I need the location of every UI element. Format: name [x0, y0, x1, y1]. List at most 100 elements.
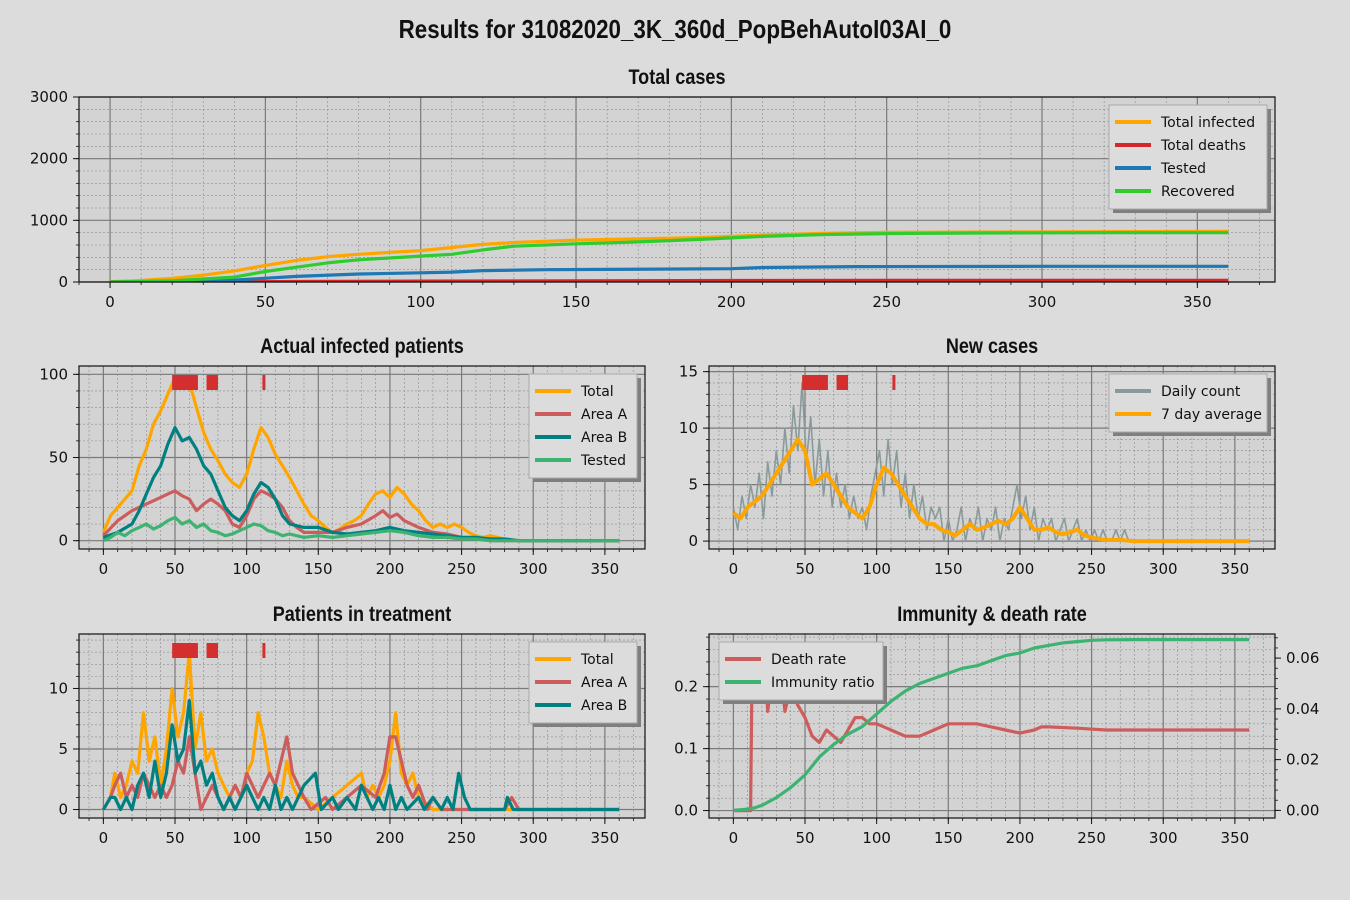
- total-cases-chart: Total cases 0 50 100 150 200 250 300 350 0 1000 200…: [30, 66, 1276, 311]
- legend-label: Tested: [580, 453, 626, 469]
- intervention-marker: [172, 643, 198, 658]
- x-tick-label: 100: [406, 293, 435, 311]
- x-tick-label: 150: [562, 293, 591, 311]
- y-right-tick-label: 0.04: [1286, 700, 1319, 718]
- legend-label: Daily count: [1161, 384, 1241, 400]
- x-tick-label: 150: [304, 560, 333, 578]
- y-right-tick-label: 0.00: [1286, 801, 1319, 819]
- y-tick-label: 10: [49, 679, 68, 697]
- x-tick-label: 200: [1006, 560, 1035, 578]
- x-tick-label: 50: [165, 560, 184, 578]
- legend-label: Area A: [581, 675, 628, 691]
- new-cases-chart: New cases 0 50 100 150 200 250 300 350 0 5 10 15 Dail…: [679, 335, 1276, 578]
- plot-area: [79, 97, 1275, 282]
- legend-label: 7 day average: [1161, 407, 1262, 423]
- x-tick-label: 200: [376, 560, 405, 578]
- y-tick-label: 5: [58, 740, 68, 758]
- intervention-marker: [836, 375, 848, 390]
- x-tick-label: 350: [1221, 560, 1250, 578]
- chart-title: Actual infected patients: [260, 335, 464, 359]
- x-tick-label: 100: [862, 829, 891, 847]
- y-tick-label: 3000: [30, 88, 68, 106]
- legend-label: Immunity ratio: [771, 675, 875, 691]
- x-tick-label: 50: [795, 829, 814, 847]
- plot-frame: [708, 365, 1276, 550]
- series-line-total: [102, 650, 620, 812]
- legend-box: [1108, 373, 1268, 433]
- legend-label: Total infected: [1160, 115, 1255, 131]
- x-tick-label: 50: [165, 829, 184, 847]
- y-tick-label: 0: [58, 801, 68, 819]
- legend: Total Area A Area B: [528, 641, 641, 727]
- legend-label: Death rate: [771, 652, 846, 668]
- series-group: [102, 650, 620, 812]
- legend-label: Area A: [581, 407, 628, 423]
- x-tick-label: 100: [232, 829, 261, 847]
- plot-frame: [78, 96, 1276, 283]
- x-tick-label: 300: [1149, 829, 1178, 847]
- series-line-area-b: [102, 699, 620, 812]
- y-tick-label: 0: [688, 532, 698, 550]
- x-tick-label: 150: [934, 829, 963, 847]
- y-tick-label: 0.1: [674, 740, 698, 758]
- legend: Total infected Total deaths Tested Recovere…: [1108, 104, 1271, 213]
- x-tick-label: 0: [105, 293, 115, 311]
- series-line-daily-count: [732, 382, 1250, 542]
- y-right-tick-label: 0.06: [1286, 649, 1319, 667]
- x-tick-label: 300: [519, 560, 548, 578]
- intervention-marker: [892, 375, 896, 390]
- intervention-marker: [172, 375, 198, 390]
- x-tick-label: 0: [99, 829, 109, 847]
- x-tick-label: 150: [934, 560, 963, 578]
- legend-label: Area B: [581, 430, 627, 446]
- x-tick-label: 250: [447, 829, 476, 847]
- x-tick-label: 0: [99, 560, 109, 578]
- plot-frame: [708, 633, 1276, 819]
- x-tick-label: 300: [1028, 293, 1057, 311]
- legend-label: Tested: [1160, 161, 1206, 177]
- legend-label: Total: [580, 384, 614, 400]
- x-tick-label: 50: [795, 560, 814, 578]
- series-group: [732, 382, 1250, 544]
- x-tick-label: 100: [232, 560, 261, 578]
- x-tick-label: 350: [1183, 293, 1212, 311]
- series-line-area-b: [102, 426, 620, 543]
- x-tick-label: 350: [1221, 829, 1250, 847]
- intervention-marker: [262, 375, 266, 390]
- immunity-death-rate-chart: Immunity & death rate 0 50 100 150 200 250 300 3…: [674, 603, 1319, 847]
- chart-title: New cases: [946, 335, 1038, 359]
- x-tick-label: 200: [376, 829, 405, 847]
- x-tick-label: 50: [256, 293, 275, 311]
- legend-label: Total deaths: [1160, 138, 1246, 154]
- x-tick-label: 200: [717, 293, 746, 311]
- x-tick-label: 300: [519, 829, 548, 847]
- x-tick-label: 0: [729, 829, 739, 847]
- intervention-marker: [262, 643, 266, 658]
- y-tick-label: 100: [39, 365, 68, 383]
- y-tick-label: 2000: [30, 150, 68, 168]
- chart-title: Total cases: [628, 66, 725, 90]
- series-line-recovered: [110, 231, 1229, 282]
- series-line-7-day-average: [732, 437, 1250, 544]
- x-tick-label: 250: [447, 560, 476, 578]
- x-tick-label: 250: [1077, 560, 1106, 578]
- legend: Daily count 7 day average: [1108, 373, 1271, 436]
- y-tick-label: 15: [679, 363, 698, 381]
- x-tick-label: 0: [729, 560, 739, 578]
- chart-title: Immunity & death rate: [897, 603, 1087, 627]
- x-tick-label: 250: [872, 293, 901, 311]
- actual-infected-chart: Actual infected patients 0 50 100 150 200 250 3…: [39, 335, 646, 578]
- x-tick-label: 150: [304, 829, 333, 847]
- legend-label: Recovered: [1161, 184, 1235, 200]
- legend-label: Total: [580, 652, 614, 668]
- x-tick-label: 350: [591, 829, 620, 847]
- series-line-immunity-ratio: [733, 638, 1250, 812]
- x-tick-label: 200: [1006, 829, 1035, 847]
- series-line-tested: [110, 264, 1229, 282]
- chart-title: Patients in treatment: [273, 603, 452, 627]
- y-tick-label: 0: [58, 532, 68, 550]
- y-tick-label: 5: [688, 476, 698, 494]
- plot-frame: [78, 633, 646, 819]
